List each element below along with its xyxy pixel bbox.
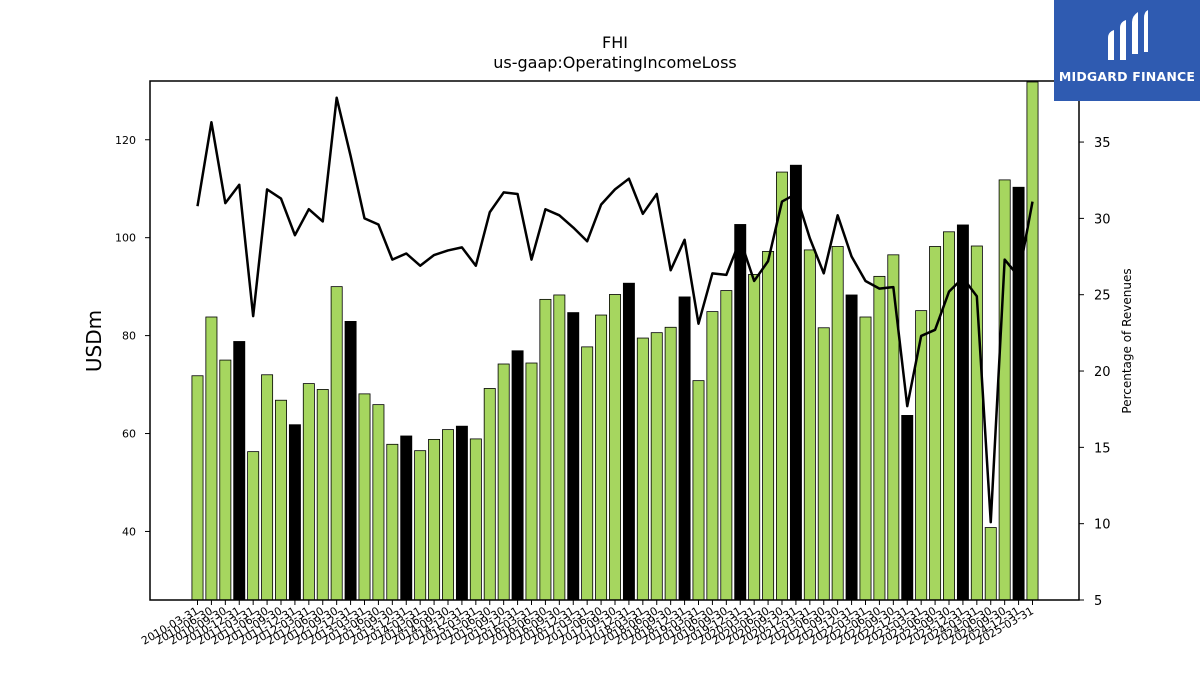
bar	[817, 327, 830, 601]
y-axis-label: USDm	[82, 310, 106, 372]
bar	[873, 275, 886, 601]
bar	[483, 388, 496, 601]
y2-tick-label: 30	[1094, 212, 1111, 227]
bar	[428, 438, 441, 601]
bar	[553, 294, 566, 601]
bar	[609, 294, 621, 601]
bar	[261, 374, 274, 601]
bar	[803, 249, 816, 601]
bar	[247, 451, 260, 601]
bar	[344, 320, 357, 601]
bar	[984, 527, 997, 601]
bar	[887, 254, 900, 601]
bar	[191, 375, 204, 601]
bar	[720, 290, 733, 601]
bar	[845, 294, 858, 601]
bar	[302, 383, 315, 601]
bar	[205, 316, 218, 601]
brand-name: MIDGARD FINANCE	[1058, 69, 1196, 84]
bar	[998, 179, 1011, 601]
series-line	[196, 96, 1034, 524]
y2-tick-label: 10	[1094, 518, 1111, 533]
bar	[219, 359, 232, 601]
brand-logo: MIDGARD FINANCE	[1054, 0, 1200, 101]
midgard-logo-icon	[1108, 10, 1148, 60]
bar	[748, 273, 761, 601]
bar	[776, 171, 788, 601]
bar	[525, 362, 538, 601]
y2-tick-label: 35	[1094, 136, 1111, 151]
y-tick-label: 120	[115, 134, 136, 147]
y-tick-label: 80	[122, 330, 136, 343]
bar	[330, 286, 343, 601]
y-tick-label: 60	[122, 428, 136, 441]
bar	[929, 246, 942, 601]
bar	[706, 311, 719, 601]
bar	[831, 246, 844, 601]
chart-title: FHI	[602, 33, 628, 52]
bar	[859, 316, 872, 601]
bar	[414, 450, 427, 601]
bar	[358, 393, 371, 601]
bar	[455, 425, 468, 601]
bar	[581, 346, 594, 601]
bar	[595, 314, 608, 601]
bar	[692, 380, 705, 601]
y2-tick-label: 20	[1094, 365, 1111, 380]
bar	[650, 332, 663, 601]
y2-tick-label: 25	[1094, 289, 1111, 304]
bar	[762, 250, 775, 601]
bar	[636, 337, 649, 601]
chart-subtitle: us-gaap:OperatingIncomeLoss	[493, 53, 737, 72]
bar	[442, 429, 454, 601]
y-tick-label: 100	[115, 232, 136, 245]
bar	[734, 224, 747, 601]
bar	[664, 326, 677, 601]
bar	[469, 438, 482, 601]
y2-tick-label: 15	[1094, 441, 1111, 456]
y2-axis-label: Percentage of Revenues	[1120, 268, 1134, 413]
bar	[678, 296, 691, 601]
y2-tick-label: 5	[1094, 594, 1102, 609]
bar	[789, 164, 802, 601]
bar	[372, 404, 385, 601]
bar	[400, 435, 413, 601]
bar	[511, 350, 524, 601]
bar	[539, 298, 552, 601]
bar	[1026, 81, 1039, 601]
bar	[316, 389, 329, 601]
y-tick-label: 40	[122, 525, 136, 538]
bar	[233, 341, 246, 601]
bar	[901, 415, 914, 601]
bar	[567, 312, 580, 601]
bar	[497, 363, 510, 601]
bar	[386, 443, 399, 601]
bar	[288, 424, 301, 601]
bar	[622, 282, 635, 601]
bar	[275, 399, 287, 601]
